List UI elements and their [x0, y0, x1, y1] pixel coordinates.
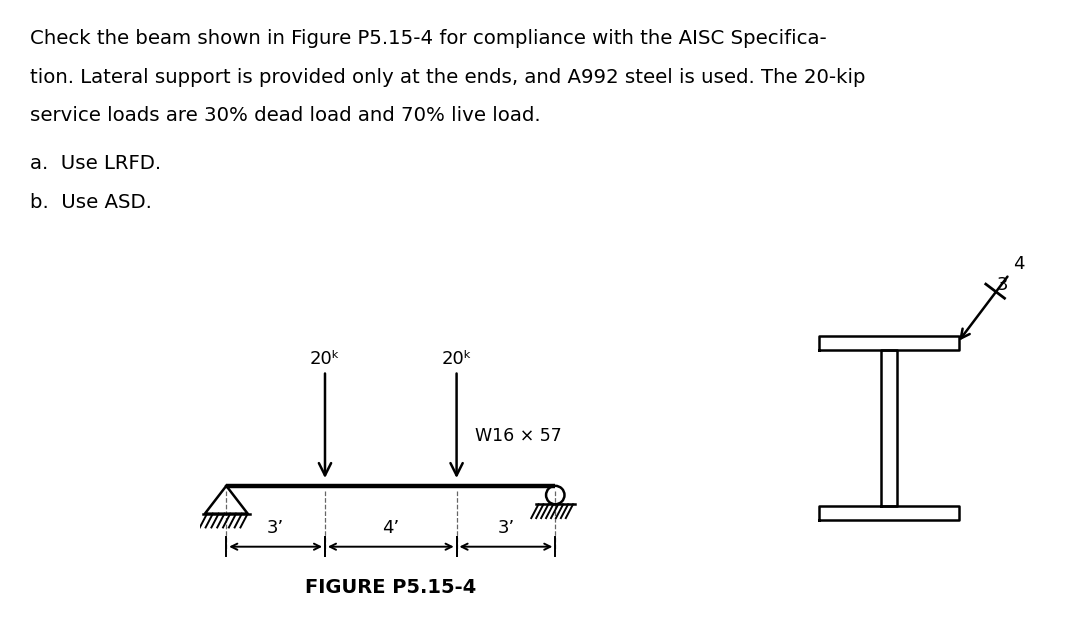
Text: 20ᵏ: 20ᵏ — [442, 350, 472, 368]
Text: 3: 3 — [997, 276, 1008, 294]
Text: 3’: 3’ — [497, 519, 514, 537]
Text: a.  Use LRFD.: a. Use LRFD. — [30, 154, 161, 174]
Text: service loads are 30% dead load and 70% live load.: service loads are 30% dead load and 70% … — [30, 106, 541, 125]
Text: tion. Lateral support is provided only at the ends, and A992 steel is used. The : tion. Lateral support is provided only a… — [30, 68, 866, 87]
Text: FIGURE P5.15-4: FIGURE P5.15-4 — [306, 578, 476, 597]
Text: 4’: 4’ — [382, 519, 400, 537]
Text: Check the beam shown in Figure P5.15-4 for compliance with the AISC Specifica-: Check the beam shown in Figure P5.15-4 f… — [30, 29, 827, 48]
Text: 20ᵏ: 20ᵏ — [310, 350, 340, 368]
Text: 4: 4 — [1013, 255, 1025, 273]
Text: 3’: 3’ — [267, 519, 284, 537]
Text: b.  Use ASD.: b. Use ASD. — [30, 193, 152, 212]
Text: W16 × 57: W16 × 57 — [475, 428, 562, 446]
